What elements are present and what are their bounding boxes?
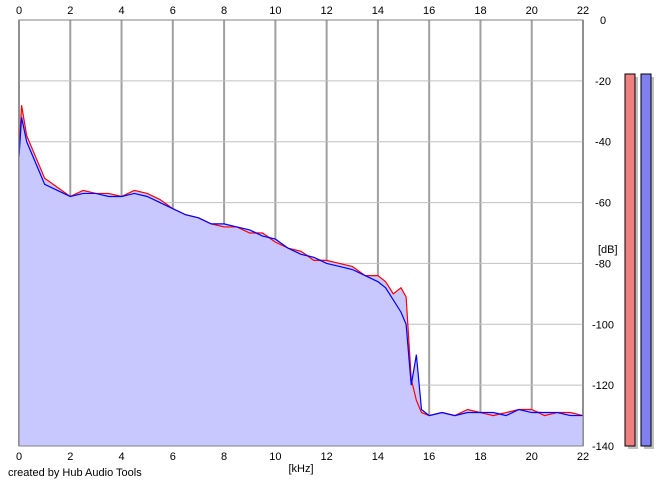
x-tick-labels-top: 0 2 4 6 8 10 12 14 16 18 20 22 [16,5,589,17]
x-tick-label: 6 [170,5,176,17]
series-line-right [18,117,583,417]
x-tick-labels-bottom: 0 2 4 6 8 10 12 14 16 18 20 22 [16,451,589,463]
y-tick-label: -80 [595,258,611,270]
x-tick-label: 16 [423,451,435,463]
x-tick-label: 4 [118,451,124,463]
spectrum-fill [19,105,583,446]
y-tick-label: -40 [595,137,611,149]
x-tick-label: 14 [372,451,384,463]
x-tick-label: 22 [577,451,589,463]
y-tick-label: 0 [600,15,606,27]
x-tick-label: 16 [423,5,435,17]
x-tick-label: 12 [321,451,333,463]
x-tick-label: 6 [170,451,176,463]
x-tick-label: 0 [16,451,22,463]
x-tick-label: 2 [67,451,73,463]
level-meter-right [640,73,652,447]
y-tick-label: -20 [595,76,611,88]
level-meters [624,73,654,449]
level-meter-left [624,73,636,447]
x-tick-label: 10 [269,451,281,463]
x-axis-label: [kHz] [288,463,313,475]
y-axis-label: [dB] [598,244,618,256]
x-tick-label: 20 [526,451,538,463]
y-tick-label: -140 [592,441,614,453]
x-tick-label: 8 [221,5,227,17]
y-tick-labels: 0 -20 -40 -60 -80 -100 -120 -140 [592,15,614,453]
series-lines [18,105,584,417]
x-tick-label: 0 [16,5,22,17]
x-tick-label: 20 [526,5,538,17]
x-tick-label: 12 [321,5,333,17]
plot-frame [18,19,584,447]
x-tick-label: 22 [577,5,589,17]
x-tick-label: 2 [67,5,73,17]
y-tick-label: -60 [595,198,611,210]
x-tick-label: 8 [221,451,227,463]
x-tick-label: 18 [474,451,486,463]
y-tick-label: -100 [592,319,614,331]
spectrum-area [19,105,583,446]
y-tick-label: -120 [592,380,614,392]
x-tick-label: 4 [118,5,124,17]
x-tick-label: 10 [269,5,281,17]
x-tick-label: 14 [372,5,384,17]
x-tick-label: 18 [474,5,486,17]
credit-text: created by Hub Audio Tools [8,467,142,479]
